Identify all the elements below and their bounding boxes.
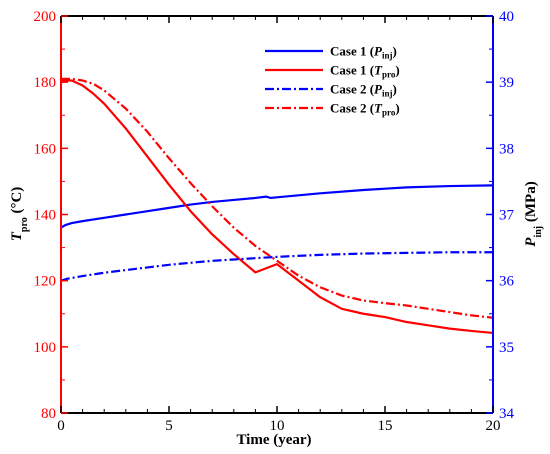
y-left-tick-label: 120 bbox=[34, 274, 57, 290]
lines-layer bbox=[60, 77, 494, 335]
y-right-title-main: P bbox=[523, 237, 539, 247]
legend-symbol: T bbox=[374, 101, 383, 116]
legend-symbol: P bbox=[374, 82, 383, 97]
legend-prefix: Case 1 ( bbox=[330, 44, 374, 59]
series-line-1 bbox=[60, 184, 494, 229]
y-right-title-sub: inj bbox=[533, 226, 544, 238]
y-left-tick-label: 140 bbox=[34, 208, 57, 224]
y-right-tick-label: 34 bbox=[499, 406, 515, 422]
legend-subscript: pro bbox=[382, 70, 396, 80]
y-right-title-unit: (MPa) bbox=[523, 181, 539, 226]
y-right-tick-label: 38 bbox=[499, 141, 514, 157]
x-axis-title: Time (year) bbox=[236, 432, 311, 448]
legend-label-4: Case 2 (Tpro) bbox=[330, 101, 400, 118]
legend-suffix: ) bbox=[395, 101, 399, 116]
y-left-tick-label: 100 bbox=[34, 340, 57, 356]
y-right-tick-label: 35 bbox=[499, 340, 514, 356]
legend-subscript: pro bbox=[382, 108, 396, 118]
y-right-tick-label: 36 bbox=[499, 274, 515, 290]
y-left-tick-label: 80 bbox=[41, 406, 56, 422]
series-line-3 bbox=[60, 251, 493, 282]
series-line-4 bbox=[61, 77, 494, 319]
legend-suffix: ) bbox=[395, 63, 399, 78]
legend-suffix: ) bbox=[393, 44, 397, 59]
legend-subscript: inj bbox=[382, 89, 393, 99]
y-left-title-sub: pro bbox=[19, 217, 30, 232]
x-tick-label: 20 bbox=[486, 418, 501, 434]
legend-prefix: Case 2 ( bbox=[330, 101, 374, 116]
x-axis: 0 5 10 15 20 bbox=[57, 16, 501, 434]
x-tick-label: 15 bbox=[378, 418, 393, 434]
legend-symbol: T bbox=[374, 63, 383, 78]
y-left-tick-label: 180 bbox=[34, 75, 57, 91]
y-left-title-unit: (°C) bbox=[9, 187, 25, 218]
y-left-tick-label: 200 bbox=[34, 9, 57, 25]
x-tick-label: 0 bbox=[57, 418, 65, 434]
y-right-tick-label: 39 bbox=[499, 75, 514, 91]
legend: Case 1 (Pinj)Case 1 (Tpro)Case 2 (Pinj)C… bbox=[265, 44, 400, 118]
y-axis-right: 34 35 36 37 38 39 40 bbox=[486, 9, 515, 422]
legend-prefix: Case 1 ( bbox=[330, 63, 374, 78]
legend-suffix: ) bbox=[393, 82, 397, 97]
legend-label-3: Case 2 (Pinj) bbox=[330, 82, 397, 99]
legend-prefix: Case 2 ( bbox=[330, 82, 374, 97]
legend-label-1: Case 1 (Pinj) bbox=[330, 44, 397, 61]
legend-label-2: Case 1 (Tpro) bbox=[330, 63, 400, 80]
y-right-tick-label: 37 bbox=[499, 208, 515, 224]
series-line-2 bbox=[61, 79, 494, 335]
y-right-tick-label: 40 bbox=[499, 9, 514, 25]
x-tick-label: 5 bbox=[165, 418, 173, 434]
y-left-tick-label: 160 bbox=[34, 141, 57, 157]
legend-symbol: P bbox=[374, 44, 383, 59]
legend-subscript: inj bbox=[382, 51, 393, 61]
y-axis-left: 80 100 120 140 160 180 200 bbox=[34, 9, 68, 422]
y-left-title-main: T bbox=[9, 231, 25, 241]
y-axis-left-title: Tpro (°C) bbox=[9, 187, 30, 242]
x-tick-label: 10 bbox=[270, 418, 285, 434]
y-axis-right-title: Pinj (MPa) bbox=[523, 181, 544, 246]
